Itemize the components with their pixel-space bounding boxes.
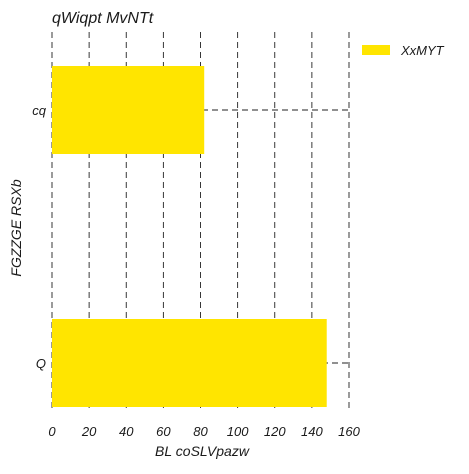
bar <box>52 319 327 407</box>
x-axis-label: BL coSLVpazw <box>155 443 250 459</box>
x-tick-label: 160 <box>338 424 360 439</box>
x-tick-label: 40 <box>119 424 134 439</box>
x-tick-labels: 0 20 40 60 80 100 120 140 160 <box>48 424 360 439</box>
bar <box>52 66 205 154</box>
bars <box>52 66 327 407</box>
x-tick-label: 140 <box>301 424 323 439</box>
x-tick-label: 60 <box>156 424 171 439</box>
legend-swatch <box>362 45 390 55</box>
x-tick-label: 20 <box>81 424 97 439</box>
x-tick-label: 80 <box>193 424 208 439</box>
x-tick-label: 100 <box>227 424 249 439</box>
y-axis-label: FGZZGE RSXb <box>8 179 24 276</box>
x-tick-label: 120 <box>264 424 286 439</box>
y-tick-label: Q <box>36 356 46 371</box>
y-tick-labels: cq Q <box>32 103 47 371</box>
y-tick-label: cq <box>32 103 47 118</box>
legend: XxMYT <box>362 43 445 58</box>
chart-title: qWiqpt MvNTt <box>52 10 154 27</box>
x-tick-label: 0 <box>48 424 56 439</box>
legend-label: XxMYT <box>400 43 445 58</box>
